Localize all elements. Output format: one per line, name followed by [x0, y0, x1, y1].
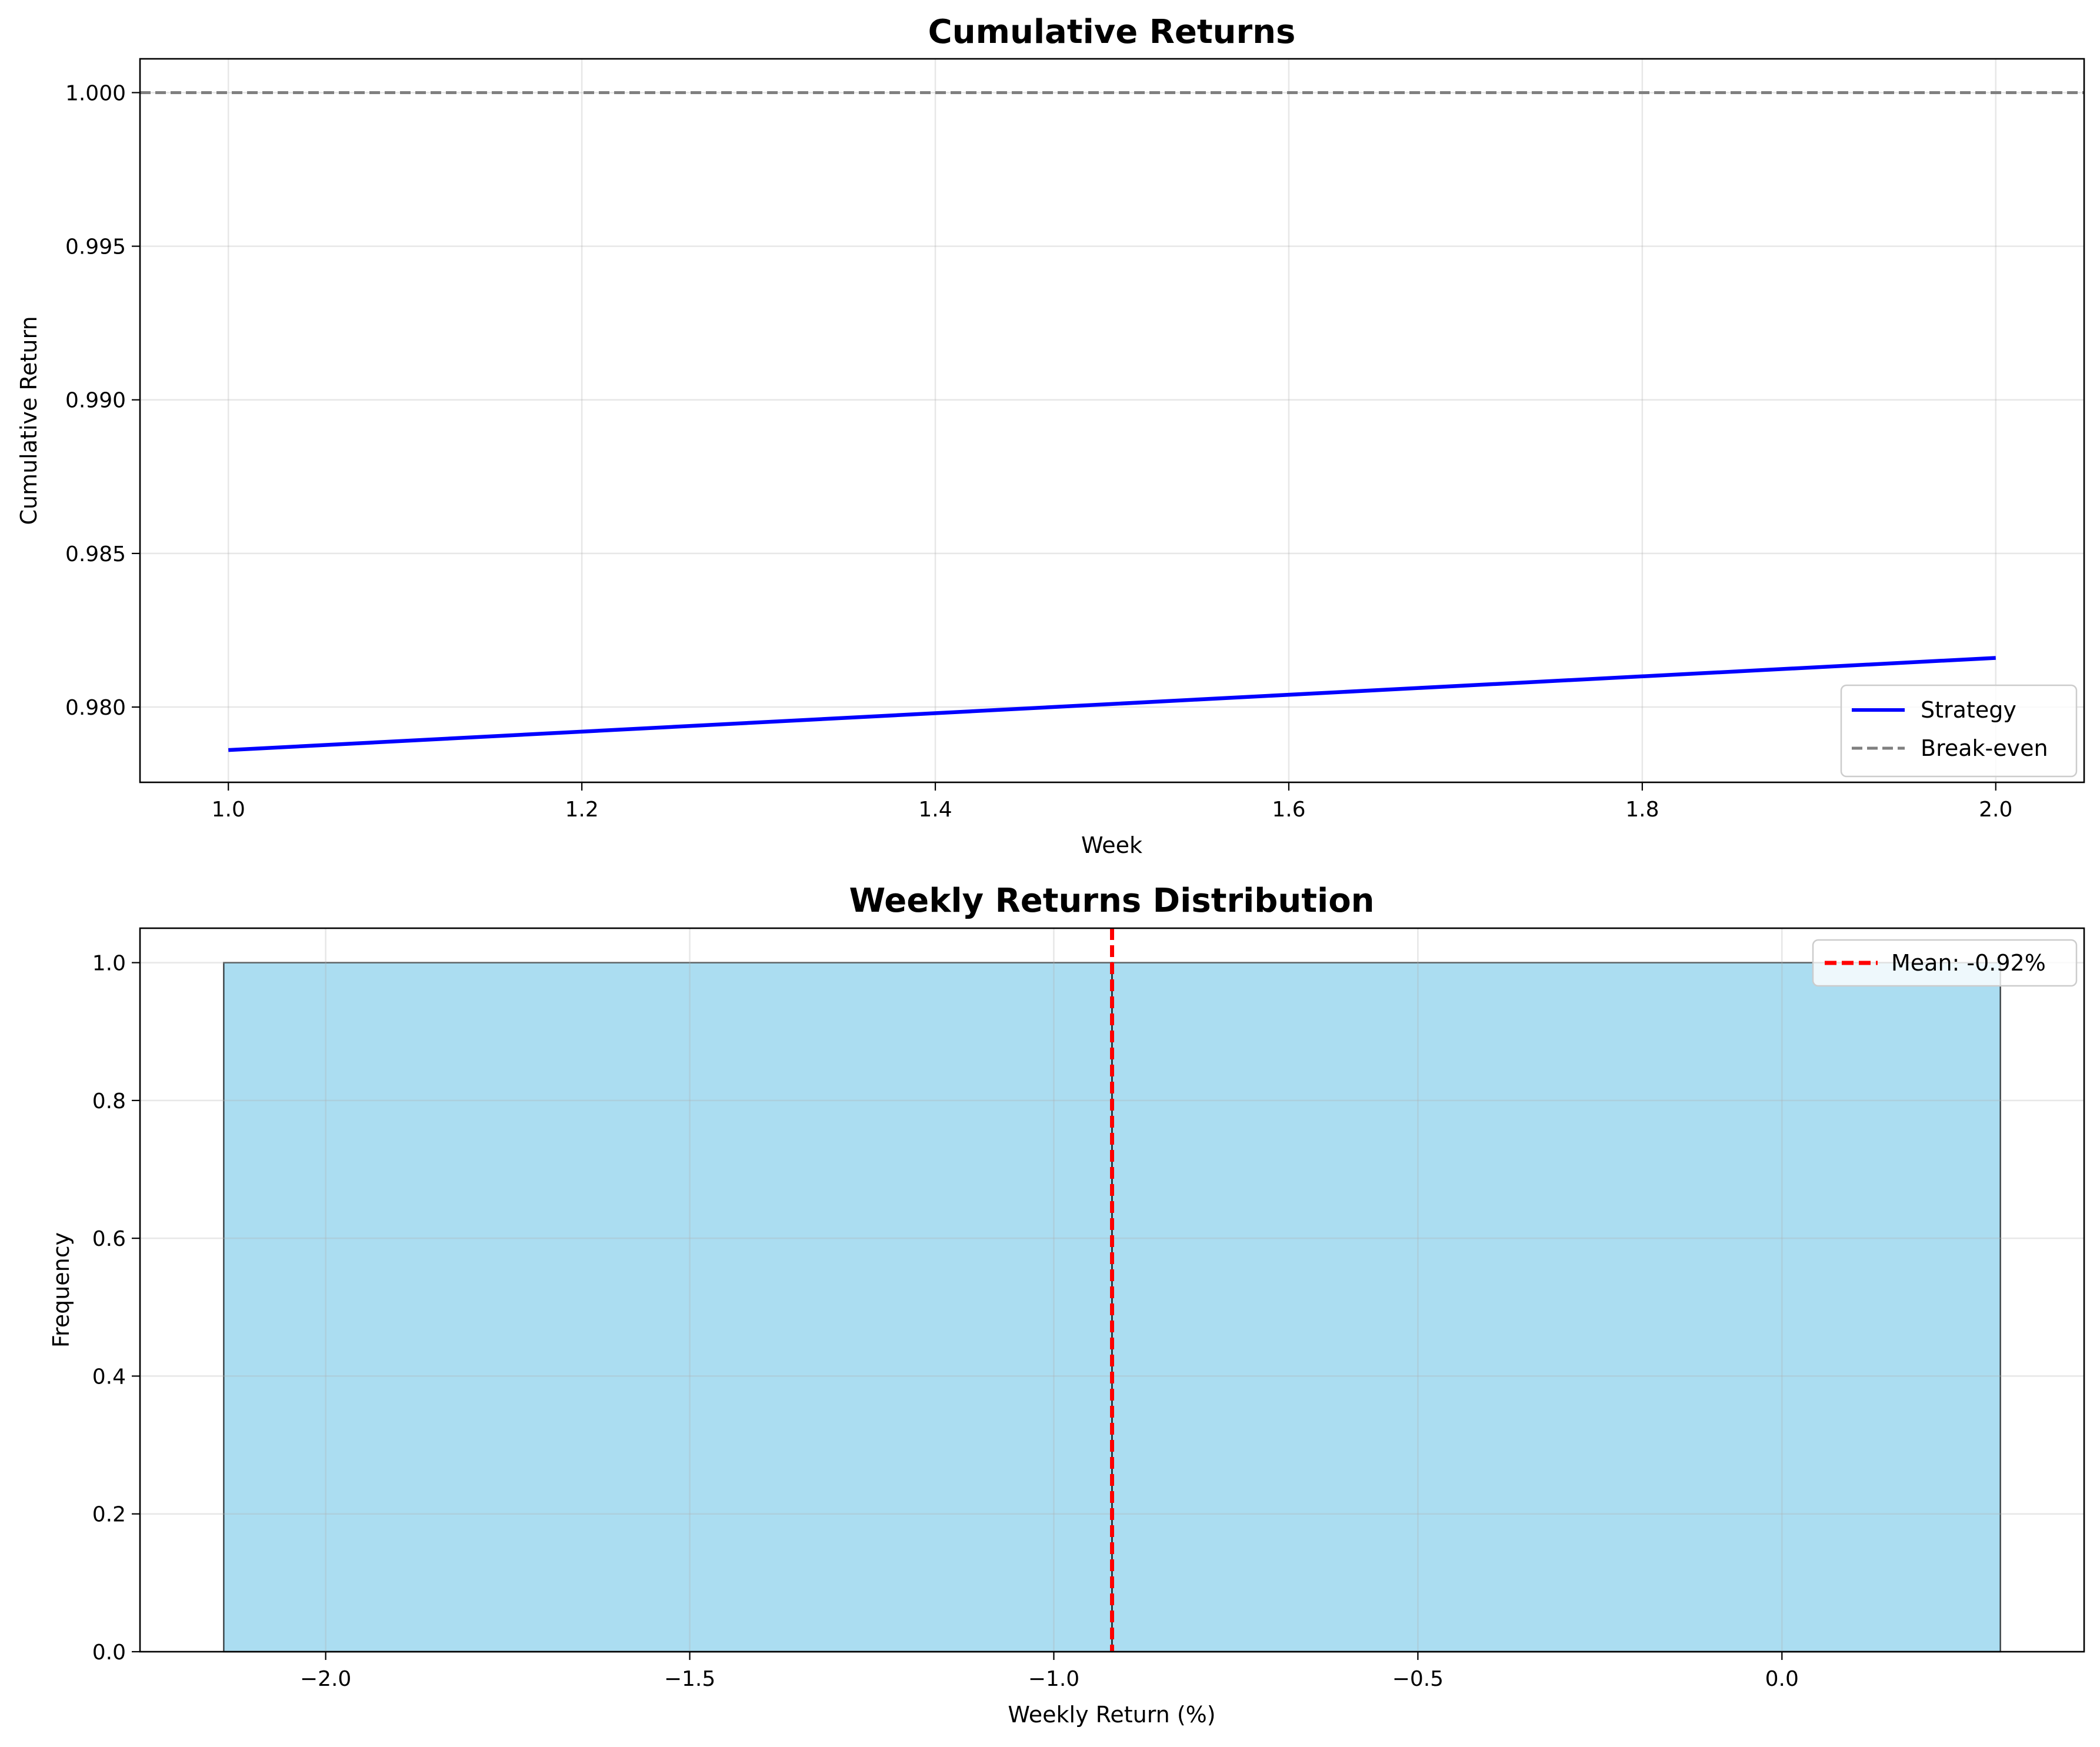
legend: Mean: -0.92%	[1812, 939, 2078, 987]
x-tick-label: 1.0	[212, 798, 245, 822]
chart-title: Cumulative Returns	[928, 13, 1296, 51]
x-ticks: −2.0 −1.5 −1.0 −0.5 0.0	[300, 1652, 1799, 1691]
y-tick-label: 0.2	[92, 1503, 126, 1527]
plot-area	[140, 59, 2084, 782]
y-tick-label: 0.0	[92, 1641, 126, 1665]
y-tick-label: 0.990	[65, 389, 126, 413]
x-tick-label: 1.2	[565, 798, 599, 822]
x-ticks: 1.0 1.2 1.4 1.6 1.8 2.0	[212, 782, 2012, 822]
x-tick-label: −0.5	[1392, 1667, 1444, 1691]
y-tick-label: 0.8	[92, 1089, 126, 1113]
y-tick-label: 0.980	[65, 696, 126, 720]
legend-box	[1840, 684, 2078, 778]
y-ticks: 0.980 0.985 0.990 0.995 1.000	[65, 81, 140, 720]
x-tick-label: −1.5	[664, 1667, 715, 1691]
weekly-returns-distribution-panel: −2.0 −1.5 −1.0 −0.5 0.0 0.0 0.2 0.4 0.6 0.8 1.0 W…	[48, 882, 2085, 1728]
x-tick-label: 1.8	[1625, 798, 1659, 822]
legend-label-break-even: Break-even	[1921, 735, 2048, 761]
x-tick-label: 0.0	[1765, 1667, 1799, 1691]
x-tick-label: −2.0	[300, 1667, 351, 1691]
y-ticks: 0.0 0.2 0.4 0.6 0.8 1.0	[92, 952, 140, 1665]
x-tick-label: 2.0	[1979, 798, 2012, 822]
y-tick-label: 0.995	[65, 235, 126, 259]
series	[228, 656, 1996, 752]
y-tick-label: 1.000	[65, 81, 126, 105]
histogram-bar	[223, 962, 1113, 1653]
strategy-line	[228, 656, 1996, 752]
y-tick-label: 0.6	[92, 1227, 126, 1251]
chart-title: Weekly Returns Distribution	[849, 882, 1374, 920]
x-axis-label: Week	[1081, 832, 1142, 858]
x-tick-label: −1.0	[1028, 1667, 1079, 1691]
axes-frame	[139, 58, 2085, 784]
legend-label-mean: Mean: -0.92%	[1891, 950, 2046, 976]
axes-frame	[139, 927, 2085, 1653]
histogram-bar	[1111, 962, 2001, 1653]
cumulative-returns-panel: 1.0 1.2 1.4 1.6 1.8 2.0 0.980 0.985 0.990 0.995 1…	[16, 13, 2085, 858]
x-axis-label: Weekly Return (%)	[1008, 1702, 1215, 1728]
y-axis-label: Cumulative Return	[16, 316, 42, 525]
y-tick-label: 0.4	[92, 1365, 126, 1389]
y-tick-label: 1.0	[92, 952, 126, 976]
y-tick-label: 0.985	[65, 542, 126, 566]
x-tick-label: 1.6	[1272, 798, 1305, 822]
legend: Strategy Break-even	[1840, 684, 2078, 778]
histogram-bars	[223, 962, 2001, 1653]
legend-box	[1812, 939, 2078, 987]
x-tick-label: 1.4	[918, 798, 952, 822]
y-axis-label: Frequency	[48, 1232, 74, 1348]
legend-label-strategy: Strategy	[1921, 697, 2016, 723]
